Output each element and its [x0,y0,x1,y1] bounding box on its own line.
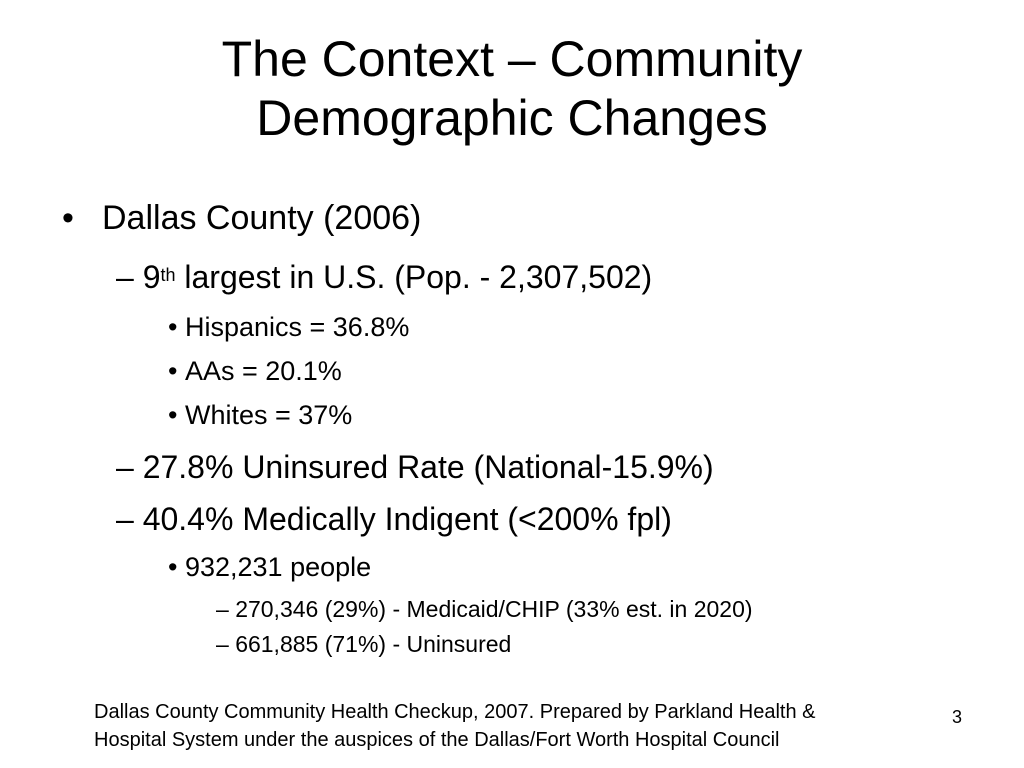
bullet-aas: • AAs = 20.1% [168,355,342,387]
source-citation-line-1: Dallas County Community Health Checkup, … [94,701,816,723]
slide-title-line-2: Demographic Changes [256,90,768,146]
dash-marker: – [116,501,134,537]
bullet-marker: • [62,199,74,237]
sub-bullet-text: 27.8% Uninsured Rate (National-15.9%) [142,449,714,485]
bullet-marker: • [168,400,178,430]
sub-bullet-text: largest in U.S. (Pop. - 2,307,502) [175,259,653,295]
rank-number: 9 [142,259,161,295]
bullet-whites: • Whites = 37% [168,399,352,431]
slide-title-line-1: The Context – Community [221,31,803,87]
bullet-text: Hispanics = 36.8% [184,312,410,342]
bullet-text: Whites = 37% [184,400,353,430]
source-citation-line-2: Hospital System under the auspices of th… [94,729,780,751]
dash-marker: – [116,259,134,295]
sub-bullet-medically-indigent: – 40.4% Medically Indigent (<200% fpl) [116,500,672,538]
dash-marker: – [116,449,134,485]
sub-bullet-uninsured-rate: – 27.8% Uninsured Rate (National-15.9%) [116,448,714,486]
bullet-marker: • [168,356,178,386]
bullet-people-count: • 932,231 people [168,551,371,583]
bullet-marker: • [168,312,178,342]
bullet-text: 932,231 people [184,552,372,582]
slide-title: The Context – Community Demographic Chan… [0,30,1024,148]
bullet-text: AAs = 20.1% [184,356,342,386]
dash-marker: – [216,631,229,657]
sub-bullet-largest: – 9th largest in U.S. (Pop. - 2,307,502) [116,258,652,296]
sub-bullet-uninsured-count: – 661,885 (71%) - Uninsured [216,630,511,658]
dash-marker: – [216,596,229,622]
bullet-text: Dallas County (2006) [102,199,422,237]
source-citation: Dallas County Community Health Checkup, … [94,698,934,754]
bullet-marker: • [168,552,178,582]
page-number: 3 [952,707,963,727]
bullet-hispanics: • Hispanics = 36.8% [168,311,409,343]
sub-bullet-text: 661,885 (71%) - Uninsured [235,631,512,657]
rank-suffix: th [160,265,176,285]
sub-bullet-medicaid-chip: – 270,346 (29%) - Medicaid/CHIP (33% est… [216,595,753,623]
sub-bullet-text: 40.4% Medically Indigent (<200% fpl) [142,501,672,537]
sub-bullet-text: 270,346 (29%) - Medicaid/CHIP (33% est. … [235,596,753,622]
